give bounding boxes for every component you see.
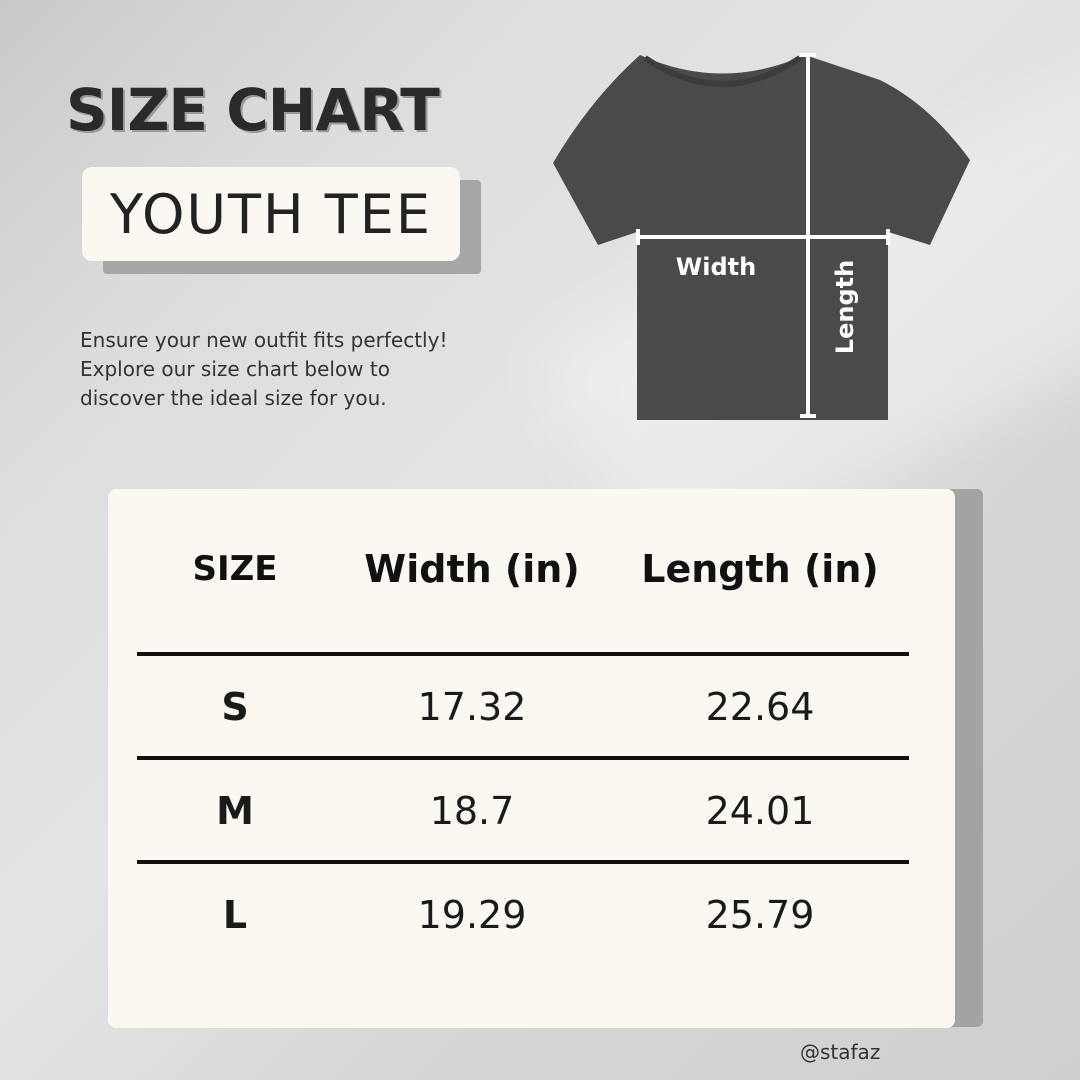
table-row: S 17.32 22.64 [137,657,909,757]
table-row: L 19.29 25.79 [137,865,909,965]
table-header: SIZE Width (in) Length (in) [137,529,909,609]
size-table: SIZE Width (in) Length (in) S 17.32 22.6… [108,489,955,1028]
social-handle: @stafaz [800,1040,881,1064]
intro-line: discover the ideal size for you. [80,386,387,410]
page-title: SIZE CHART [66,76,440,144]
header-length: Length (in) [641,547,879,591]
length-cell: 25.79 [705,893,815,937]
width-label: Width [676,253,756,281]
divider [137,652,909,656]
tshirt-diagram: Width Length [553,53,970,420]
length-cell: 24.01 [705,789,815,833]
width-cell: 17.32 [417,685,527,729]
intro-line: Ensure your new outfit fits perfectly! [80,328,448,352]
length-cell: 22.64 [705,685,815,729]
width-cell: 19.29 [417,893,527,937]
length-label: Length [831,260,859,354]
size-cell: S [221,685,249,729]
intro-line: Explore our size chart below to [80,357,390,381]
size-cell: L [222,893,248,937]
table-row: M 18.7 24.01 [137,761,909,861]
header-size: SIZE [192,549,278,589]
product-badge: YOUTH TEE [82,167,460,261]
header-width: Width (in) [364,547,580,591]
size-cell: M [216,789,254,833]
divider [137,756,909,760]
intro-text: Ensure your new outfit fits perfectly! E… [80,326,520,413]
width-cell: 18.7 [429,789,515,833]
divider [137,860,909,864]
collar [643,55,802,87]
